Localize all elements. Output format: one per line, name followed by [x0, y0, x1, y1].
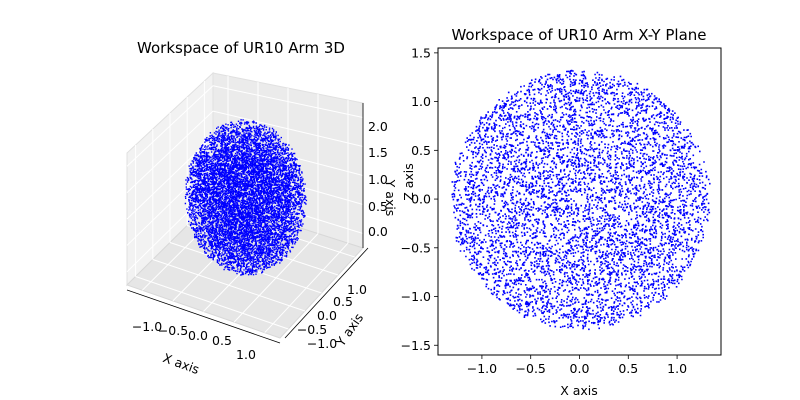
y-axis-label-3d: Y axis — [332, 310, 366, 349]
x-tick-label-3d: −0.5 — [158, 323, 188, 338]
y-tick-label-3d: −1.0 — [307, 336, 337, 351]
point-cloud-3d — [184, 119, 308, 276]
plot-3d: Workspace of UR10 Arm 3D −1.0−0.5 0.0 0.51… — [126, 39, 398, 377]
x-tick-label-3d: 0.5 — [212, 333, 232, 348]
x-axis-label-2d: X axis — [560, 383, 598, 398]
z-tick-label-3d: 1.0 — [368, 172, 388, 187]
y-tick-label-2d: 0.0 — [411, 192, 431, 207]
z-tick-label-3d: 1.5 — [368, 145, 388, 160]
point-cloud-2d — [451, 69, 711, 331]
y-tick-label-3d: 0.0 — [317, 308, 337, 323]
x-axis-label-3d: X axis — [161, 350, 201, 377]
y-axis-label-2d: Z axis — [401, 163, 416, 201]
tick-labels-3d: −1.0−0.5 0.0 0.51.0−1.0−0.50.00.51.00.00.5… — [132, 119, 388, 362]
chart-title-2d: Workspace of UR10 Arm X-Y Plane — [451, 26, 706, 44]
x-tick-label-2d: 1.0 — [667, 361, 687, 376]
plot-2d: Workspace of UR10 Arm X-Y Plane −1.0 −0.5… — [401, 26, 722, 398]
x-tick-label-2d: 0.0 — [570, 361, 590, 376]
z-tick-label-3d: 0.0 — [368, 224, 388, 239]
y-tick-label-2d: 1.0 — [411, 94, 431, 109]
scatter-points-2d — [451, 69, 711, 331]
y-tick-label-2d: 1.5 — [411, 45, 431, 60]
x-tick-label-3d: 1.0 — [236, 347, 256, 362]
chart-title-3d: Workspace of UR10 Arm 3D — [137, 39, 345, 57]
x-tick-label-2d: −1.0 — [467, 361, 497, 376]
z-axis-label-3d: Y axis — [383, 179, 398, 217]
x-tick-label-3d: −1.0 — [132, 319, 162, 334]
y-tick-label-2d: −0.5 — [401, 240, 431, 255]
y-tick-label-3d: 0.5 — [333, 294, 353, 309]
z-tick-label-3d: 0.5 — [368, 199, 388, 214]
y-tick-label-3d: −0.5 — [297, 322, 327, 337]
x-tick-label-3d: 0.0 — [188, 328, 208, 343]
scatter-points-3d — [184, 119, 308, 276]
y-tick-label-2d: 0.5 — [411, 143, 431, 158]
x-tick-label-2d: −0.5 — [516, 361, 546, 376]
y-tick-label-3d: 1.0 — [347, 282, 367, 297]
y-tick-label-2d: −1.0 — [401, 289, 431, 304]
z-tick-label-3d: 2.0 — [368, 119, 388, 134]
x-tick-label-2d: 0.5 — [618, 361, 638, 376]
y-tick-label-2d: −1.5 — [401, 338, 431, 353]
tick-labels-2d: −1.0 −0.5 0.0 0.5 1.0 −1.5 −1.0 −0.5 0.0 0.5 1.0 1.… — [401, 45, 687, 376]
